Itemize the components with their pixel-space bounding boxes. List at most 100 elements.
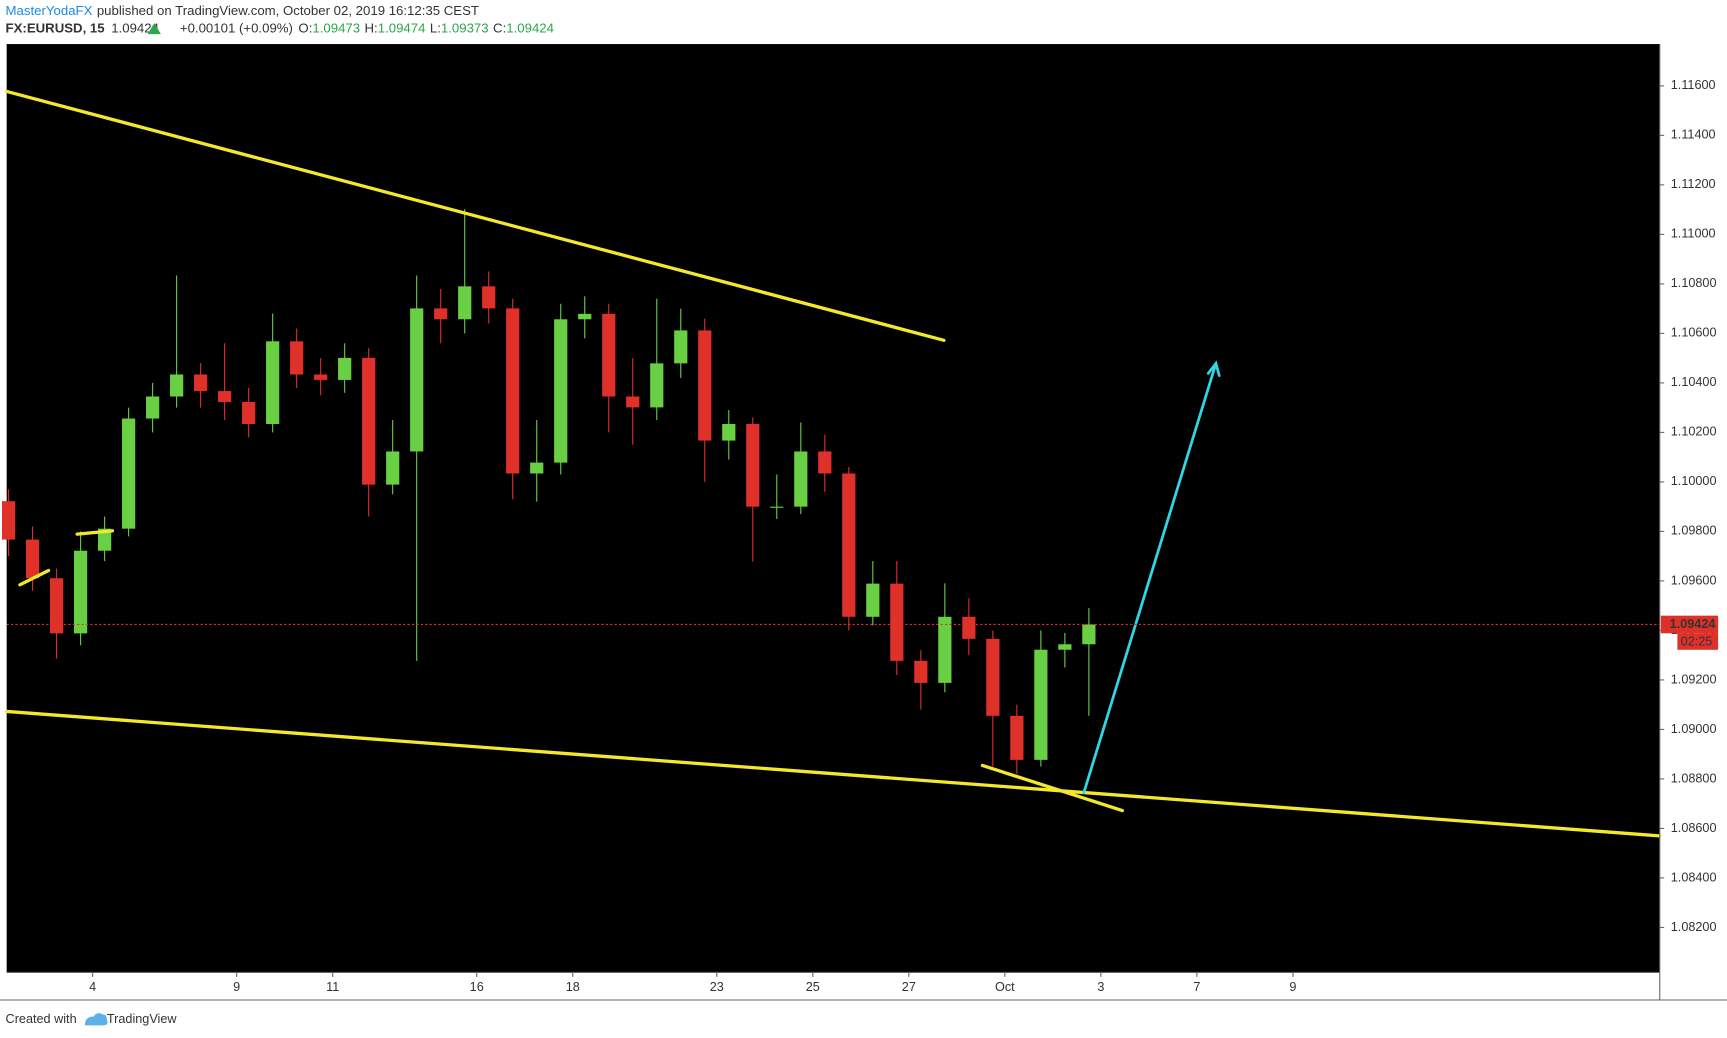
candle-body	[578, 313, 592, 320]
candle-body	[554, 319, 568, 463]
candle-body	[866, 583, 880, 617]
y-tick-label: 1.09800	[1671, 524, 1717, 538]
x-tick-label: 18	[566, 980, 580, 994]
last-price-box	[1660, 615, 1719, 634]
ohlc-value: 1.09474	[378, 21, 426, 36]
candle-body	[146, 396, 160, 419]
candle-body	[218, 391, 232, 402]
candle-body	[650, 363, 664, 408]
y-tick-label: 1.11200	[1671, 177, 1716, 191]
trendline	[5, 89, 946, 342]
x-tick-label: 16	[470, 980, 484, 994]
trendline	[75, 529, 115, 536]
candle-body	[482, 286, 496, 309]
candle-body	[938, 616, 952, 683]
y-tick-label: 1.10800	[1671, 276, 1717, 290]
y-tick-label: 1.09200	[1671, 672, 1717, 686]
author-link[interactable]: MasterYodaFX	[6, 4, 93, 19]
change: +0.00101 (+0.09%)	[180, 21, 293, 36]
price: 1.09424	[111, 21, 159, 36]
candle-body	[386, 451, 400, 485]
trendline	[18, 568, 51, 587]
candle-body	[74, 550, 88, 634]
candle-body	[338, 357, 352, 380]
ohlc-value: 1.09373	[441, 21, 489, 36]
candle-body	[506, 308, 520, 474]
candle-body	[170, 374, 184, 397]
tradingview-logo	[84, 1013, 108, 1026]
y-tick-label: 1.08400	[1671, 870, 1717, 884]
candle-body	[746, 423, 760, 507]
candle-body	[818, 451, 832, 474]
symbol-line: FX:EURUSD, 15 1.09424 +0.00101 (+0.09%) O:1…	[6, 21, 554, 36]
symbol: FX:EURUSD, 15	[6, 21, 105, 36]
x-tick-label: 9	[233, 980, 240, 994]
ohlc-value: 1.09473	[312, 21, 360, 36]
candle-body	[794, 451, 808, 507]
candle-body	[410, 308, 424, 452]
y-tick-label: 1.10400	[1671, 375, 1717, 389]
y-tick-label: 1.11600	[1671, 78, 1716, 92]
brand-link[interactable]: TradingView	[107, 1012, 178, 1026]
up-arrow-icon	[147, 23, 161, 35]
publish-line: MasterYodaFX published on TradingView.com…	[6, 4, 479, 19]
trendline	[980, 763, 1124, 813]
x-tick-label: 25	[806, 980, 820, 994]
candle-body	[49, 578, 64, 634]
y-tick-label: 1.08600	[1671, 821, 1717, 835]
candle-body	[1034, 649, 1048, 760]
candle-body	[842, 473, 856, 617]
y-tick-label: 1.11000	[1671, 227, 1716, 241]
plot-area	[6, 44, 1660, 973]
arrow-head	[1206, 360, 1221, 377]
countdown-label: 02:25	[1681, 634, 1713, 648]
candle-body	[914, 660, 928, 683]
y-tick-label: 1.08800	[1671, 771, 1717, 785]
candle-body	[1082, 624, 1096, 645]
x-tick-label: 4	[89, 980, 96, 994]
publish-info: published on TradingView.com, October 02…	[97, 4, 479, 19]
y-tick-label: 1.11400	[1671, 128, 1716, 142]
y-tick-label: 1.09600	[1671, 573, 1717, 587]
y-tick-label: 1.08200	[1671, 920, 1717, 934]
candle-body	[98, 528, 112, 551]
x-tick-label: 3	[1097, 980, 1104, 994]
x-tick-label: 11	[326, 980, 339, 994]
candle-body	[722, 423, 736, 441]
candle-body	[266, 341, 280, 424]
candle-body	[25, 539, 40, 579]
candle-body	[890, 583, 904, 661]
candle-body	[602, 313, 616, 397]
last-price-label: 1.09424	[1670, 617, 1716, 631]
ohlc-value: 1.09424	[506, 21, 554, 36]
y-tick-label: 1.09000	[1671, 722, 1717, 736]
countdown-box	[1677, 633, 1719, 650]
candle-body	[986, 638, 1000, 716]
candle-body	[362, 357, 376, 485]
x-tick-label: Oct	[995, 980, 1015, 994]
x-tick-label: 27	[902, 980, 916, 994]
candle-body	[626, 396, 640, 408]
ohlc-label: L:	[430, 21, 441, 36]
candle-body	[698, 330, 712, 441]
created-with: Created with	[6, 1012, 77, 1026]
candle-body	[674, 330, 688, 364]
trendline	[5, 709, 1662, 838]
y-tick-label: 1.10000	[1671, 474, 1717, 488]
candle-body	[1058, 644, 1072, 650]
candle-body	[962, 616, 976, 639]
drawings	[5, 89, 1662, 838]
ohlc-label: C:	[493, 21, 506, 36]
candle-body	[458, 286, 472, 320]
candle-body	[1, 501, 16, 540]
candle-body	[122, 418, 136, 529]
ohlc-label: H:	[365, 21, 378, 36]
candle-body	[530, 462, 544, 474]
candle-body	[1010, 715, 1024, 760]
y-tick-label: 1.10200	[1671, 425, 1717, 439]
candle-body	[770, 506, 784, 508]
candle-body	[314, 374, 328, 380]
ohlc-label: O:	[298, 21, 312, 36]
